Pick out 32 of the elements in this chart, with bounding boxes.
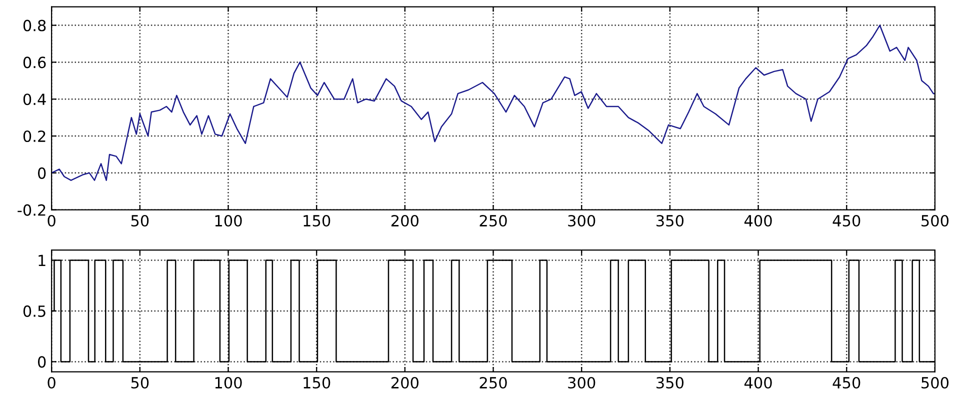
- x-tick-label: 0: [48, 214, 56, 227]
- x-tick-label: 250: [480, 376, 507, 389]
- y-tick-label: 0.6: [23, 56, 46, 68]
- x-tick-label: 350: [656, 376, 684, 389]
- x-tick-label: 50: [131, 214, 149, 227]
- x-tick-label: 450: [832, 214, 860, 227]
- x-tick-label: 150: [304, 376, 330, 389]
- x-tick-label: 50: [131, 376, 149, 389]
- x-tick-label: 200: [391, 376, 418, 389]
- y-tick-label: 0.4: [23, 94, 46, 106]
- y-tick-label: 0: [38, 356, 46, 368]
- y-tick-label: 1: [38, 254, 46, 266]
- y-tick-label: -0.2: [18, 204, 46, 216]
- x-tick-label: 0: [48, 376, 56, 389]
- x-tick-label: 400: [744, 376, 772, 389]
- x-tick-label: 450: [832, 376, 860, 389]
- y-tick-label: 0.8: [23, 20, 46, 32]
- x-tick-label: 300: [568, 376, 596, 389]
- y-tick-label: 0.5: [23, 305, 46, 317]
- x-tick-label: 100: [215, 214, 242, 227]
- x-tick-label: 200: [391, 214, 418, 227]
- y-tick-label: 0: [38, 167, 46, 179]
- x-tick-label: 500: [922, 376, 949, 389]
- x-tick-label: 100: [215, 376, 242, 389]
- x-tick-label: 350: [656, 214, 684, 227]
- x-tick-label: 500: [922, 214, 949, 227]
- y-tick-label: 0.2: [23, 130, 46, 142]
- x-tick-label: 250: [480, 214, 507, 227]
- line-series: [52, 24, 935, 181]
- x-tick-label: 300: [568, 214, 596, 227]
- x-tick-label: 150: [304, 214, 330, 227]
- x-tick-label: 400: [744, 214, 772, 227]
